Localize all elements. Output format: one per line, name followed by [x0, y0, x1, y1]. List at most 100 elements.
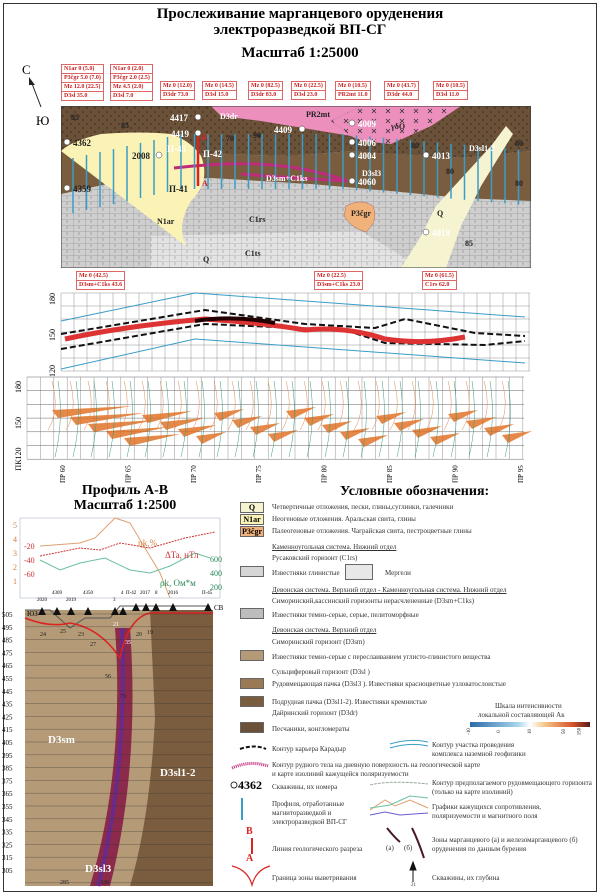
x-tick-label: ПР 70 — [190, 465, 198, 483]
depth-tick: 345 — [2, 816, 13, 824]
rho-graph — [288, 380, 295, 458]
well-marker — [53, 607, 61, 615]
rho-graph — [72, 380, 79, 458]
legend-wells: Скважины, их номера — [272, 783, 338, 791]
rho-graph — [486, 380, 493, 458]
intensity-scale-tick: 0 — [496, 730, 502, 733]
label-box-row: Mz 0 (43.7) — [385, 83, 418, 91]
label-box-row: P3čgr 5.0 (7.0) — [62, 75, 103, 83]
legend-swatch — [240, 650, 264, 661]
well-label: 4409 — [274, 125, 293, 135]
rho-graph — [108, 380, 115, 458]
dT-tick: -20 — [24, 542, 35, 551]
well-marker — [194, 129, 202, 137]
unit-pr2mt-area — [211, 106, 361, 136]
label-box-row: D3sl 35.0 — [64, 93, 88, 99]
area-contour-top — [60, 292, 526, 322]
depth-tick: 355 — [2, 803, 13, 811]
rho-graph — [360, 380, 367, 458]
well-label: 2017 — [140, 591, 151, 596]
eta-tick: 3 — [13, 549, 17, 558]
well-marker — [422, 151, 430, 159]
well-label: 4 — [121, 591, 124, 596]
rho-graph — [54, 380, 61, 458]
label-box-row: Mz 0 (12.0) — [161, 83, 194, 91]
legend-graphs1: Графики кажущихся сопротивления, — [432, 803, 541, 811]
intensity-scale-tick: 50 — [562, 729, 567, 734]
rho-curve — [39, 552, 211, 574]
rho-graph — [252, 380, 259, 458]
rho-graph — [198, 380, 205, 458]
eta-tick: 4 — [13, 535, 17, 544]
dip-label: 80 — [515, 139, 523, 148]
well-label: 2016 — [168, 591, 179, 596]
well-label: 4419 — [171, 129, 190, 139]
polarizability-anomaly — [106, 427, 168, 439]
depth-tick: 505 — [2, 611, 13, 619]
polarizability-anomaly — [178, 425, 216, 437]
well-label: 4350 — [83, 591, 94, 596]
well-marker — [422, 228, 430, 236]
eta-curve — [39, 517, 171, 599]
legend-c1rs-b: Мергели — [385, 569, 411, 577]
label-box-row: N1ar 0 (2.0) — [111, 65, 152, 74]
unit-label: γδO — [390, 122, 405, 131]
rho-graph — [144, 380, 151, 458]
rho-graph — [306, 380, 313, 458]
rho-graph — [432, 380, 439, 458]
well-label: 4013 — [432, 151, 451, 161]
legend-swatch — [240, 678, 264, 689]
well-marker — [152, 603, 160, 611]
eta-graph — [407, 380, 416, 431]
legend-swatch: P3čgr — [240, 526, 264, 537]
legend-area1: Контур участка проведения — [432, 741, 515, 749]
depth-tick: 435 — [2, 701, 13, 709]
rho-tick: 600 — [210, 555, 222, 564]
map-scale: Масштаб 1:25000 — [241, 45, 359, 61]
eta-graph — [101, 380, 110, 431]
legend-section-line-icon — [251, 838, 253, 854]
legend-d3sm: Симоринский горизонт (D3sm) — [272, 638, 365, 646]
intensity-scale-tick: -10 — [466, 728, 472, 735]
intensity-scale-tick: 150 — [577, 727, 583, 736]
dT-curve — [39, 531, 216, 557]
unit-label: D3sl3 — [362, 169, 381, 178]
x-tick-label: ПР 95 — [517, 465, 525, 483]
legend-prof3: электроразведкой ВП-СГ — [272, 818, 347, 826]
well-label: 2020 — [37, 598, 48, 603]
depth-tick: 485 — [2, 637, 13, 645]
polarizability-anomaly — [376, 412, 406, 424]
label-box-row: D3sl 23.0 — [294, 92, 318, 98]
eta-graph — [479, 380, 488, 431]
rho-graph — [270, 380, 277, 458]
profile-lines — [72, 134, 520, 213]
depth-tick: 405 — [2, 739, 13, 747]
well-marker — [63, 184, 71, 192]
rho-label: ρk, Ом*м — [160, 578, 196, 588]
well-label: 4004 — [358, 151, 377, 161]
title-line2: электроразведкой ВП-СГ — [213, 22, 387, 38]
label-box-row: C1rs 62.0 — [425, 282, 450, 288]
legend-profile-line-icon — [241, 798, 243, 820]
legend-swatch — [240, 696, 264, 707]
well-marker — [169, 603, 177, 611]
isoline-chart: 180 150 120 — [48, 292, 530, 377]
x-tick-label: ПР 75 — [255, 465, 263, 483]
direction-right: СВ — [214, 604, 224, 612]
label-box-row: Mz 0 (10.5) — [336, 82, 370, 91]
label-box: N1ar 0 (5.0) P3čgr 5.0 (7.0) Mz 12.0 (22.5… — [61, 64, 104, 101]
depth-tick: 465 — [2, 662, 13, 670]
well-label: П-42 — [126, 591, 137, 596]
legend-prof1: Профиля, отработанные — [272, 800, 345, 808]
label-box: Mz 0 (22.5) D3sl 23.0 — [291, 81, 326, 100]
eta-graph — [299, 380, 308, 431]
label-box-row: D3sm+C1ks 23.0 — [317, 282, 361, 288]
profile-scale: Масштаб 1:2500 — [73, 498, 177, 513]
label-box-row: P3čgr 2.0 (2.5) — [111, 75, 152, 83]
x-tick-label: ПР 80 — [321, 465, 329, 483]
legend-scale-title1: Шкала интенсивности — [495, 702, 562, 710]
well-marker — [63, 138, 71, 146]
legend-swatch-marl — [345, 564, 373, 580]
legend-prof2: магниторазведкой и — [272, 809, 332, 817]
